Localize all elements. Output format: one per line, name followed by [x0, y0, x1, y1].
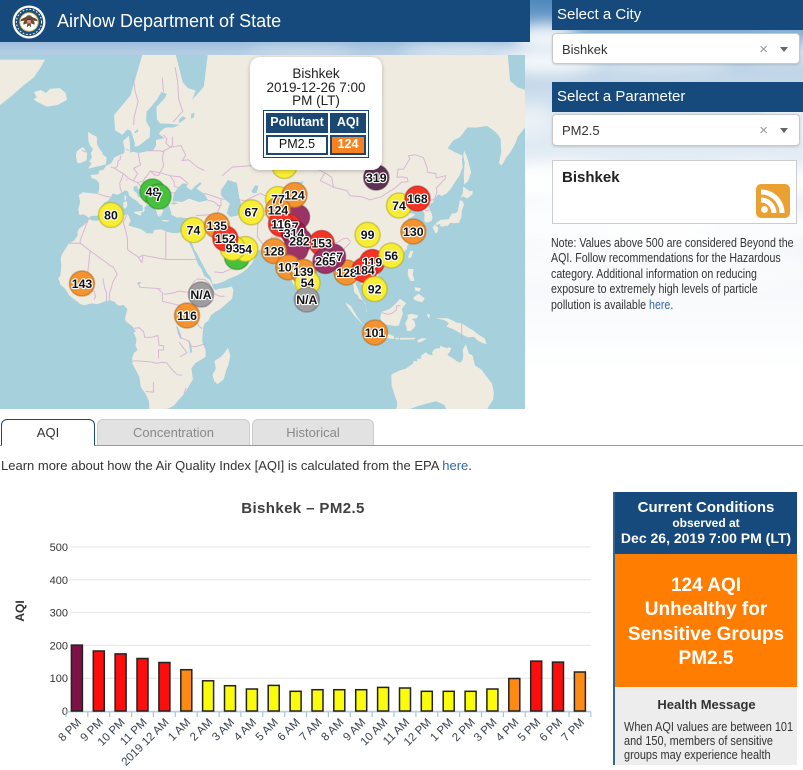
svg-text:167: 167: [278, 220, 299, 234]
svg-text:67: 67: [244, 206, 258, 220]
svg-text:99: 99: [361, 228, 375, 242]
svg-text:282: 282: [289, 234, 310, 248]
svg-text:6 PM: 6 PM: [538, 717, 565, 744]
svg-text:7 AM: 7 AM: [298, 717, 325, 744]
svg-text:7 PM: 7 PM: [560, 717, 587, 744]
svg-text:74: 74: [392, 199, 406, 213]
svg-text:93: 93: [226, 241, 240, 255]
svg-text:2 AM: 2 AM: [188, 717, 215, 744]
svg-text:124: 124: [268, 203, 289, 217]
svg-text:139: 139: [293, 265, 314, 279]
svg-text:AQI: AQI: [13, 600, 27, 621]
svg-text:3 AM: 3 AM: [210, 717, 237, 744]
svg-text:54: 54: [301, 276, 315, 290]
svg-text:1 PM: 1 PM: [428, 717, 455, 744]
svg-text:128: 128: [336, 266, 357, 280]
svg-text:168: 168: [407, 192, 428, 206]
svg-text:80: 80: [104, 208, 118, 222]
svg-text:130: 130: [403, 225, 424, 239]
svg-text:8 PM: 8 PM: [57, 717, 84, 744]
svg-text:54: 54: [238, 242, 252, 256]
svg-text:200: 200: [50, 640, 68, 652]
svg-text:100: 100: [50, 673, 68, 685]
svg-text:0: 0: [62, 706, 68, 718]
svg-text:6 AM: 6 AM: [276, 717, 303, 744]
svg-text:5 AM: 5 AM: [254, 717, 281, 744]
svg-text:4 AM: 4 AM: [232, 717, 259, 744]
svg-text:8 AM: 8 AM: [319, 717, 346, 744]
svg-text:300: 300: [50, 608, 68, 620]
svg-text:4 PM: 4 PM: [494, 717, 521, 744]
svg-text:74: 74: [187, 223, 201, 237]
svg-text:7: 7: [155, 190, 162, 204]
svg-text:128: 128: [264, 244, 285, 258]
svg-text:152: 152: [215, 232, 236, 246]
svg-text:319: 319: [366, 171, 387, 185]
svg-text:400: 400: [50, 575, 68, 587]
svg-text:314: 314: [284, 226, 305, 240]
svg-text:1 AM: 1 AM: [166, 717, 193, 744]
svg-text:119: 119: [362, 255, 382, 269]
svg-text:135: 135: [207, 219, 228, 233]
svg-text:3 PM: 3 PM: [472, 717, 499, 744]
svg-text:265: 265: [315, 254, 336, 268]
svg-text:101: 101: [365, 326, 386, 340]
svg-text:124: 124: [284, 188, 305, 202]
svg-text:107: 107: [278, 261, 299, 275]
svg-text:77: 77: [271, 192, 285, 206]
svg-text:5 PM: 5 PM: [516, 717, 543, 744]
svg-text:2 PM: 2 PM: [450, 717, 477, 744]
svg-text:153: 153: [311, 236, 332, 250]
svg-text:48: 48: [146, 185, 160, 199]
svg-text:184: 184: [354, 263, 375, 277]
svg-text:116: 116: [271, 217, 291, 231]
svg-text:267: 267: [323, 250, 344, 264]
svg-text:92: 92: [368, 282, 382, 296]
svg-text:56: 56: [384, 249, 398, 263]
svg-text:116: 116: [177, 309, 197, 323]
svg-text:N/A: N/A: [190, 288, 211, 302]
svg-text:143: 143: [72, 277, 93, 291]
svg-text:N/A: N/A: [296, 293, 317, 307]
svg-text:500: 500: [50, 542, 68, 554]
svg-text:Bishkek – PM2.5: Bishkek – PM2.5: [241, 500, 365, 517]
